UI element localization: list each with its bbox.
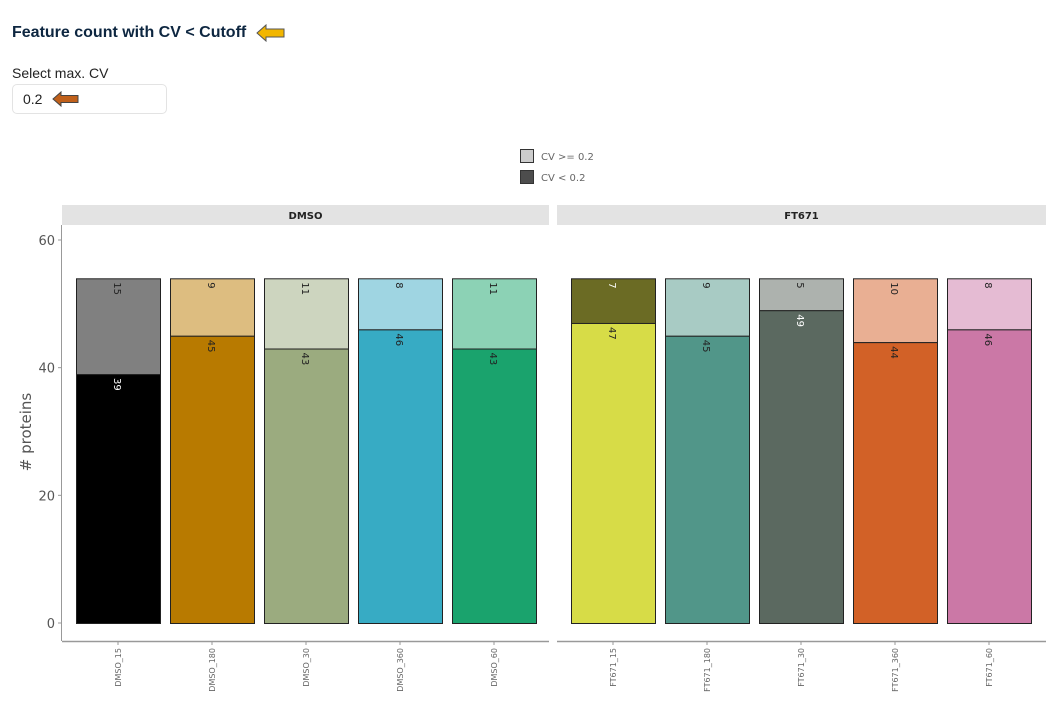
x-tick-label: FT671_360 [891, 648, 900, 692]
bar-segment-cv-above [76, 278, 161, 376]
bar-label-above: 5 [794, 282, 805, 288]
bar-segment-cv-below [853, 342, 938, 624]
bar-segment-cv-above [947, 278, 1032, 331]
bar-segment-cv-above [358, 278, 443, 331]
bar-segment-cv-above [665, 278, 750, 337]
bar-label-below: 43 [487, 353, 498, 366]
title-text: Feature count with CV < Cutoff [12, 24, 247, 41]
legend-swatch [520, 149, 534, 163]
bar-label-above: 9 [205, 282, 216, 288]
bar-label-above: 11 [299, 282, 310, 295]
bar-label-below: 45 [205, 340, 216, 353]
bar-label-below: 46 [393, 333, 404, 346]
y-tick-label: 60 [38, 234, 55, 249]
bar-label-above: 8 [393, 282, 404, 288]
x-tick-label: FT671_60 [985, 648, 994, 687]
bar-segment-cv-below [76, 374, 161, 624]
legend-label: CV < 0.2 [541, 173, 585, 184]
max-cv-value[interactable]: 0.2 [23, 91, 43, 107]
bar-label-below: 44 [888, 346, 899, 359]
bar-segment-cv-below [571, 322, 656, 624]
x-tick-label: DMSO_30 [302, 648, 311, 687]
facet-label: DMSO [289, 211, 323, 222]
arrow-left-icon [52, 91, 79, 107]
bar-label-below: 45 [700, 340, 711, 353]
facet-label: FT671 [784, 211, 819, 222]
x-tick-label: FT671_15 [609, 648, 618, 687]
bar-segment-cv-below [759, 310, 844, 624]
bar-label-below: 47 [606, 327, 617, 340]
arrow-left-icon [256, 24, 285, 42]
facet-strip [62, 205, 549, 225]
x-tick-label: DMSO_360 [396, 648, 405, 692]
bar-segment-cv-below [264, 348, 349, 624]
bar-label-above: 9 [700, 282, 711, 288]
x-tick-label: DMSO_60 [490, 648, 499, 687]
y-tick-label: 40 [38, 362, 55, 377]
bar-label-above: 8 [982, 282, 993, 288]
bar-label-above: 10 [888, 282, 899, 295]
page-title: Feature count with CV < Cutoff [12, 24, 286, 42]
bar-segment-cv-below [665, 335, 750, 624]
y-tick-label: 20 [38, 489, 55, 504]
legend-label: CV >= 0.2 [541, 152, 594, 163]
bar-segment-cv-above [571, 278, 656, 324]
bar-label-below: 39 [111, 378, 122, 391]
y-tick-label: 0 [47, 617, 55, 632]
legend-swatch [520, 170, 534, 184]
bar-segment-cv-below [947, 329, 1032, 624]
bar-segment-cv-below [170, 335, 255, 624]
x-tick-label: FT671_30 [797, 648, 806, 687]
bar-segment-cv-above [759, 278, 844, 312]
x-tick-label: DMSO_15 [114, 648, 123, 687]
facet-strip [557, 205, 1046, 225]
bar-label-below: 46 [982, 333, 993, 346]
max-cv-input[interactable]: 0.2 [12, 84, 167, 114]
bar-label-above: 15 [111, 282, 122, 295]
x-tick-label: FT671_180 [703, 648, 712, 692]
bar-label-below: 49 [794, 314, 805, 327]
y-axis-title: # proteins [17, 393, 35, 472]
bar-segment-cv-below [358, 329, 443, 624]
bar-label-above: 7 [606, 282, 617, 288]
cv-input-label: Select max. CV [12, 65, 109, 81]
bar-label-above: 11 [487, 282, 498, 295]
bar-segment-cv-above [853, 278, 938, 344]
x-tick-label: DMSO_180 [208, 648, 217, 692]
bar-label-below: 43 [299, 353, 310, 366]
bar-segment-cv-above [264, 278, 349, 350]
bar-segment-cv-below [452, 348, 537, 624]
